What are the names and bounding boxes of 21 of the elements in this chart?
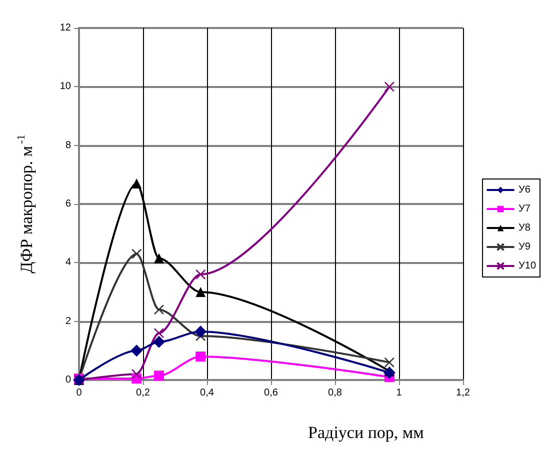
- x-tick-label: 0: [76, 388, 82, 398]
- x-tick-label: 0,4: [200, 388, 214, 398]
- y-tick-label: 12: [60, 22, 72, 34]
- y-tick-label: 2: [65, 316, 72, 327]
- x-axis-title: Радіуси пор, мм: [308, 423, 424, 442]
- x-tick-label: 0,6: [264, 388, 278, 398]
- x-tick-label: 0,8: [328, 388, 342, 398]
- legend-label: У7: [518, 204, 531, 214]
- y-tick-label: 4: [65, 257, 72, 268]
- y-tick-label: 10: [60, 81, 72, 92]
- legend-label: У8: [518, 222, 531, 234]
- x-tick-label: 1: [396, 388, 402, 398]
- x-tick-label: 0,2: [136, 388, 150, 398]
- legend-label: У6: [518, 184, 531, 196]
- x-tick-label: 1,2: [456, 388, 470, 398]
- y-tick-label: 0: [65, 374, 72, 386]
- y-tick-label: 8: [65, 140, 72, 151]
- legend-label: У9: [518, 242, 531, 252]
- y-axis-title: ДФР макропор. м-1: [16, 134, 36, 274]
- legend-label: У10: [518, 260, 536, 272]
- y-tick-label: 6: [65, 198, 72, 210]
